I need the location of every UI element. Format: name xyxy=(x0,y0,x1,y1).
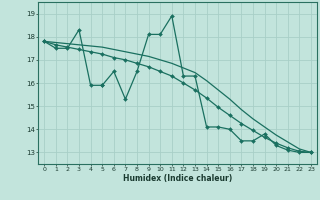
X-axis label: Humidex (Indice chaleur): Humidex (Indice chaleur) xyxy=(123,174,232,183)
